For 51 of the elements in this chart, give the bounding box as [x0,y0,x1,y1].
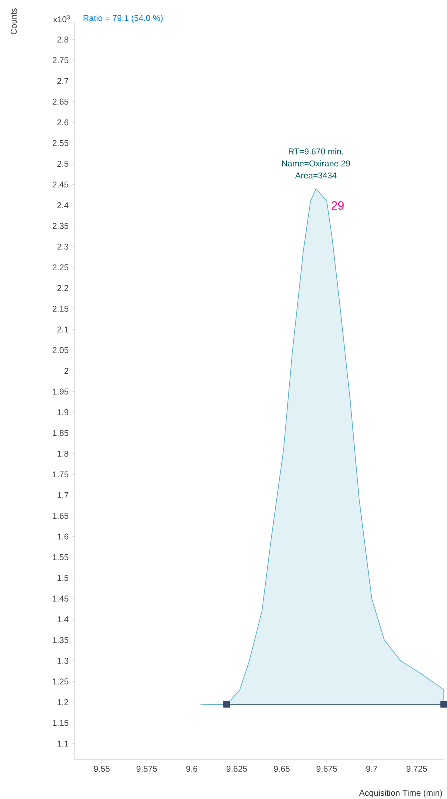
y-tick-label: 1.7 [58,492,69,498]
x-tick-label: 9.725 [406,766,428,772]
y-tick-label: 2.4 [58,202,69,208]
annotation: Ratio = 79.1 (54.0 %) [84,15,163,23]
y-tick-label: 2.8 [58,36,69,43]
annotation: Area=3434 [295,172,337,179]
y-tick-label: 1.2 [58,699,69,706]
y-tick-label: 1.5 [58,575,69,582]
y-tick-label: 2.65 [52,98,69,105]
x-axis-title: Acquisition Time (min) [359,790,442,798]
y-tick-label: 1.4 [58,616,69,623]
annotation: Name=Oxirane 29 [282,160,350,167]
y-tick-label: 2.25 [52,264,69,271]
y-tick-label: 2.05 [52,347,69,354]
x-tick-label: 9.575 [136,766,158,772]
y-tick-label: 1.35 [53,637,69,644]
y-tick-label: 1.95 [53,388,69,395]
y-tick-label: 2.35 [52,223,69,230]
x-tick-label: 9.65 [274,766,290,772]
x-tick-label: 9.625 [226,766,248,772]
x-tick-label: 9.55 [94,766,110,772]
text: x10$^{3}$ [53,15,70,23]
annotation: RT=9.670 min. [289,148,344,155]
y-tick-label: 2.6 [58,120,69,126]
x-tick-label: 9.6 [186,766,198,772]
y-tick-label: 2.5 [58,161,69,168]
y-tick-label: 2.15 [52,306,69,312]
y-tick-label: 2.45 [52,182,69,188]
y-tick-label: 2.7 [58,78,69,84]
y-tick-label: 2.75 [52,58,69,64]
x-tick-label: 9.675 [316,766,338,772]
y-tick-label: 1.9 [58,410,69,416]
y-tick-label: 1.65 [53,513,69,520]
y-tick-label: 1.45 [53,596,69,602]
y-tick-label: 1.3 [58,658,69,664]
y-tick-label: 2.1 [58,326,69,333]
y-tick-label: 1.6 [58,534,69,540]
y-tick-label: 1.15 [53,720,69,726]
y-tick-label: 2.3 [58,244,69,250]
y-tick-label: 1.1 [58,740,69,747]
y-tick-label: 2 [64,368,69,374]
y-tick-label: 1.8 [58,450,69,457]
y-tick-label: 1.75 [53,472,69,478]
y-tick-label: 2.2 [58,285,69,292]
y-tick-label: 1.55 [53,554,69,560]
x-tick-label: 9.7 [366,766,378,772]
y-tick-label: 1.85 [53,430,69,436]
y-tick-label: 2.55 [52,140,69,146]
y-axis-title: Counts [11,8,17,35]
annotation: 29 [332,202,344,210]
y-tick-label: 1.25 [53,678,69,685]
